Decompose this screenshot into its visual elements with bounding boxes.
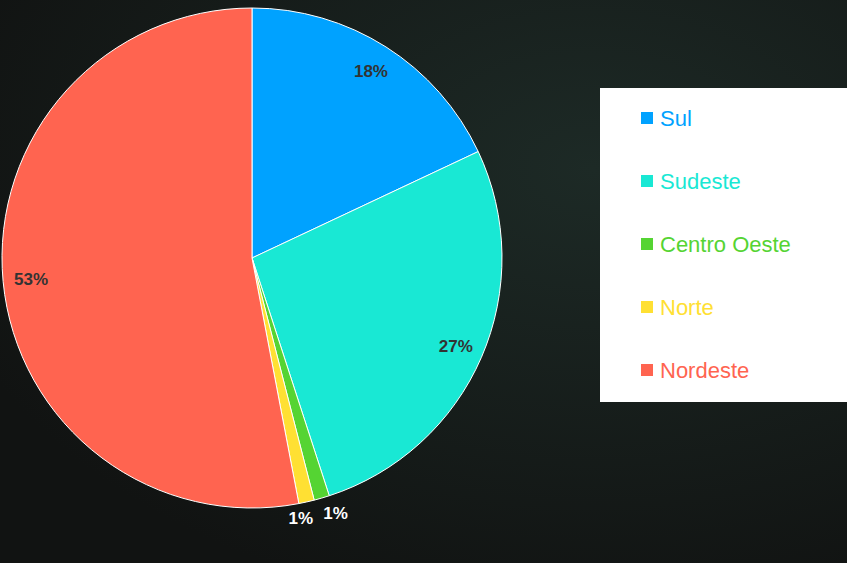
legend-label: Sudeste <box>660 169 741 194</box>
data-label: 1% <box>323 504 348 523</box>
data-label: 18% <box>354 62 388 81</box>
legend-swatch <box>641 112 653 124</box>
legend-box <box>600 88 847 402</box>
legend-label: Nordeste <box>660 358 749 383</box>
legend-swatch <box>641 301 653 313</box>
legend-swatch <box>641 364 653 376</box>
legend-label: Centro Oeste <box>660 232 791 257</box>
data-labels: 18% 27% 53% 1% 1% <box>14 62 473 528</box>
legend-swatch <box>641 238 653 250</box>
background <box>0 0 847 563</box>
legend-swatch <box>641 175 653 187</box>
pie-slice <box>2 8 299 508</box>
data-label: 53% <box>14 270 48 289</box>
legend: Sul Sudeste Centro Oeste Norte Nordeste <box>600 88 847 402</box>
legend-label: Sul <box>660 106 692 131</box>
data-label: 1% <box>288 509 313 528</box>
legend-label: Norte <box>660 295 714 320</box>
data-label: 27% <box>439 337 473 356</box>
chart: 18% 27% 53% 1% 1% Sul Sudeste Centro Oeste Norte… <box>0 0 847 563</box>
pie <box>2 8 502 508</box>
